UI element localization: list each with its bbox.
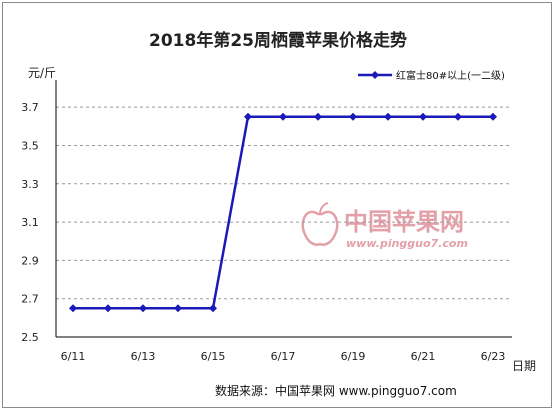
data-point <box>69 304 77 313</box>
data-point <box>104 304 112 313</box>
y-tick-label: 3.1 <box>21 216 39 229</box>
chart-title: 2018年第25周栖霞苹果价格走势 <box>149 31 407 51</box>
data-point <box>489 112 497 121</box>
data-source: 数据来源：中国苹果网 www.pingguo7.com <box>215 384 457 398</box>
x-tick-label: 6/17 <box>271 350 296 363</box>
data-point <box>314 112 322 121</box>
legend-label: 红富士80#以上(一二级) <box>396 69 505 82</box>
x-tick-label: 6/15 <box>201 350 226 363</box>
y-tick-label: 3.5 <box>21 139 39 152</box>
data-point <box>384 112 392 121</box>
x-tick-label: 6/23 <box>481 350 506 363</box>
data-point <box>454 112 462 121</box>
y-tick-label: 3.3 <box>21 178 39 191</box>
x-tick-label: 6/13 <box>131 350 156 363</box>
data-point <box>209 304 217 313</box>
watermark: 中国苹果网 www.pingguo7.com <box>301 202 468 250</box>
y-axis-title: 元/斤 <box>28 66 56 80</box>
data-point <box>174 304 182 313</box>
x-axis-title: 日期 <box>512 359 536 373</box>
x-tick-label: 6/11 <box>61 350 86 363</box>
y-tick-label: 2.9 <box>21 254 39 267</box>
x-tick-label: 6/19 <box>341 350 366 363</box>
watermark-url: www.pingguo7.com <box>346 237 468 250</box>
data-point <box>244 112 252 121</box>
legend-marker <box>371 71 379 79</box>
chart-frame <box>2 2 552 408</box>
y-tick-label: 3.7 <box>21 101 39 114</box>
y-tick-label: 2.5 <box>21 331 39 344</box>
apple-logo-icon <box>301 202 339 246</box>
y-tick-label: 2.7 <box>21 293 39 306</box>
data-point <box>279 112 287 121</box>
data-point <box>419 112 427 121</box>
data-point <box>139 304 147 313</box>
data-point <box>349 112 357 121</box>
x-tick-label: 6/21 <box>411 350 436 363</box>
